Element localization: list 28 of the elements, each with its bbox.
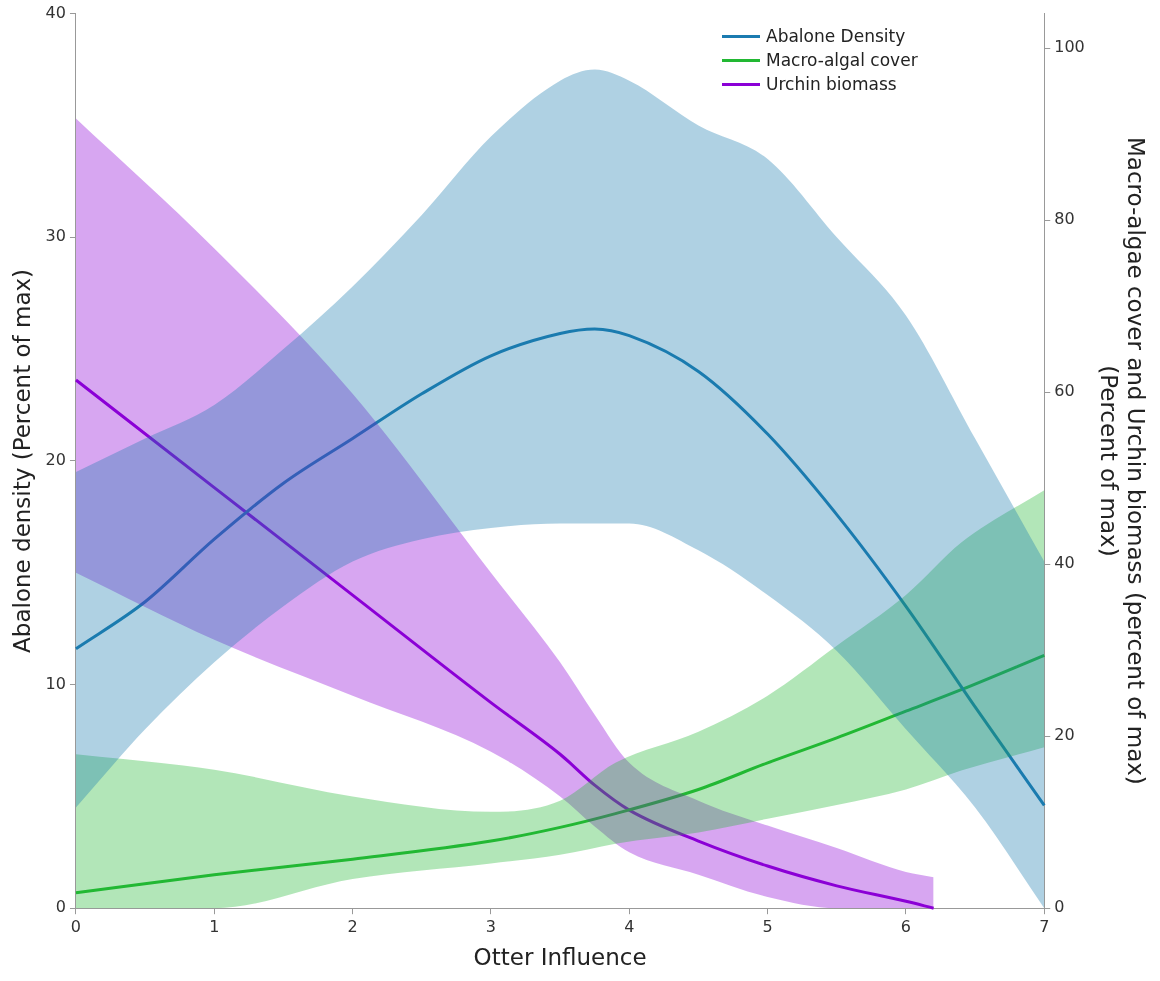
x-tick-label: 0 — [70, 916, 82, 936]
line-series — [74, 378, 936, 910]
x-tick-label: 6 — [900, 916, 912, 936]
y-tick-label: 0 — [55, 897, 66, 917]
y-tick-label: 20 — [45, 450, 66, 470]
y2-tick-label: 40 — [1054, 553, 1075, 573]
line-series — [74, 653, 1046, 895]
x-tick-label: 1 — [209, 916, 220, 936]
y-axis-title: Abalone density (Percent of max) — [8, 268, 35, 653]
y2-tick-label: 60 — [1054, 381, 1075, 401]
legend-label: Abalone Density — [766, 26, 906, 46]
x-tick-label: 7 — [1039, 916, 1050, 936]
x-tick-label: 2 — [347, 916, 358, 936]
x-tick-label: 4 — [624, 916, 635, 936]
legend-label: Macro-algal cover — [766, 50, 918, 70]
legend-label: Urchin biomass — [766, 74, 897, 94]
y2-tick-label: 0 — [1054, 897, 1065, 917]
y2-tick-label: 80 — [1054, 209, 1075, 229]
y-tick-label: 10 — [45, 673, 66, 693]
y2-tick-label: 20 — [1054, 725, 1075, 745]
x-tick-label: 3 — [485, 916, 497, 936]
y2-axis-title: Macro-algae cover and Urchin biomass (percent of max) (Percent of max) — [1095, 136, 1150, 785]
line-series — [74, 327, 1046, 807]
y-tick-label: 30 — [45, 226, 66, 246]
x-tick-label: 5 — [762, 916, 773, 936]
y2-tick-label: 100 — [1054, 37, 1085, 57]
y-tick-label: 40 — [45, 2, 66, 22]
x-axis-title: Otter Influence — [473, 944, 647, 971]
